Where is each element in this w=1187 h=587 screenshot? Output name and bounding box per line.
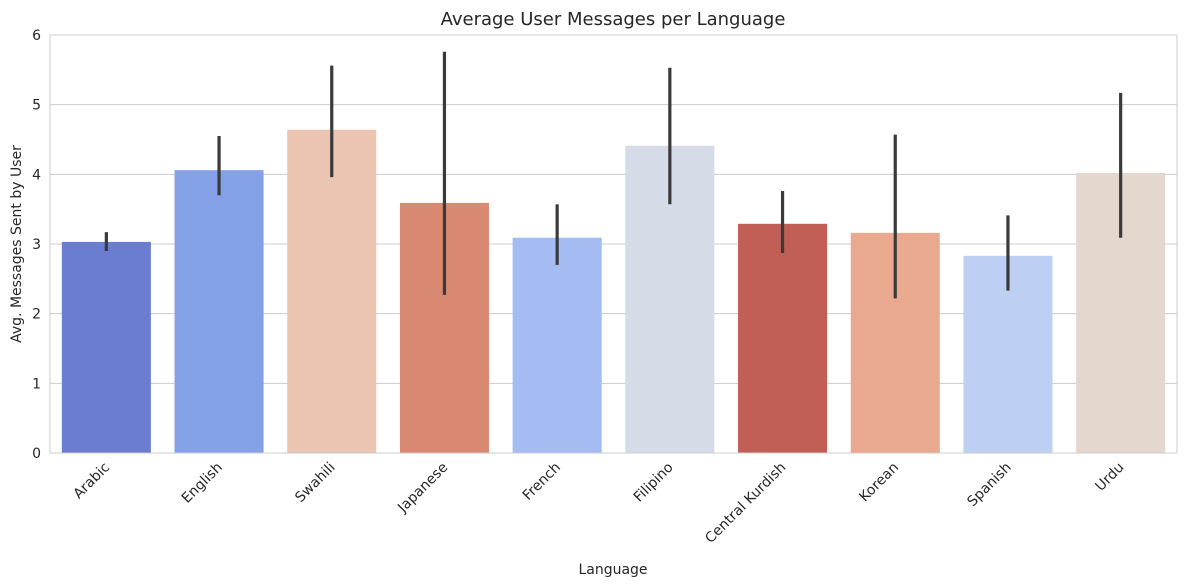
bar-central-kurdish <box>738 223 828 453</box>
x-tick-label: Swahili <box>292 460 338 506</box>
x-tick-label: French <box>520 460 564 504</box>
y-tick-label: 4 <box>32 167 41 183</box>
x-tick-labels: Arabic English Swahili Japanese French Filipi… <box>70 460 1127 547</box>
x-tick-label: Arabic <box>70 460 113 503</box>
x-tick-label: Filipino <box>631 460 677 506</box>
y-tick-label: 5 <box>32 98 41 114</box>
bar-french <box>512 237 602 453</box>
x-tick-label: Urdu <box>1092 460 1127 495</box>
bars <box>61 129 1166 454</box>
plot-frame <box>49 34 1178 454</box>
bar-arabic <box>61 241 151 453</box>
y-tick-label: 2 <box>32 307 41 323</box>
y-tick-label: 0 <box>32 446 41 462</box>
y-tick-label: 3 <box>32 237 41 253</box>
bar-swahili <box>287 129 377 453</box>
bar-english <box>174 170 264 454</box>
y-tick-labels: 0 1 2 3 4 5 6 <box>32 28 41 462</box>
y-axis-title: Avg. Messages Sent by User <box>9 145 25 343</box>
y-tick-label: 6 <box>32 28 41 44</box>
x-tick-label: Central Kurdish <box>702 460 789 547</box>
y-tick-label: 1 <box>32 376 41 392</box>
x-tick-label: Korean <box>856 460 902 506</box>
x-axis-title: Language <box>578 562 647 578</box>
x-tick-label: Spanish <box>964 460 1014 510</box>
x-tick-label: Japanese <box>394 460 451 517</box>
x-tick-label: English <box>179 460 226 507</box>
error-bars <box>104 51 1123 299</box>
chart-title: Average User Messages per Language <box>441 9 786 30</box>
